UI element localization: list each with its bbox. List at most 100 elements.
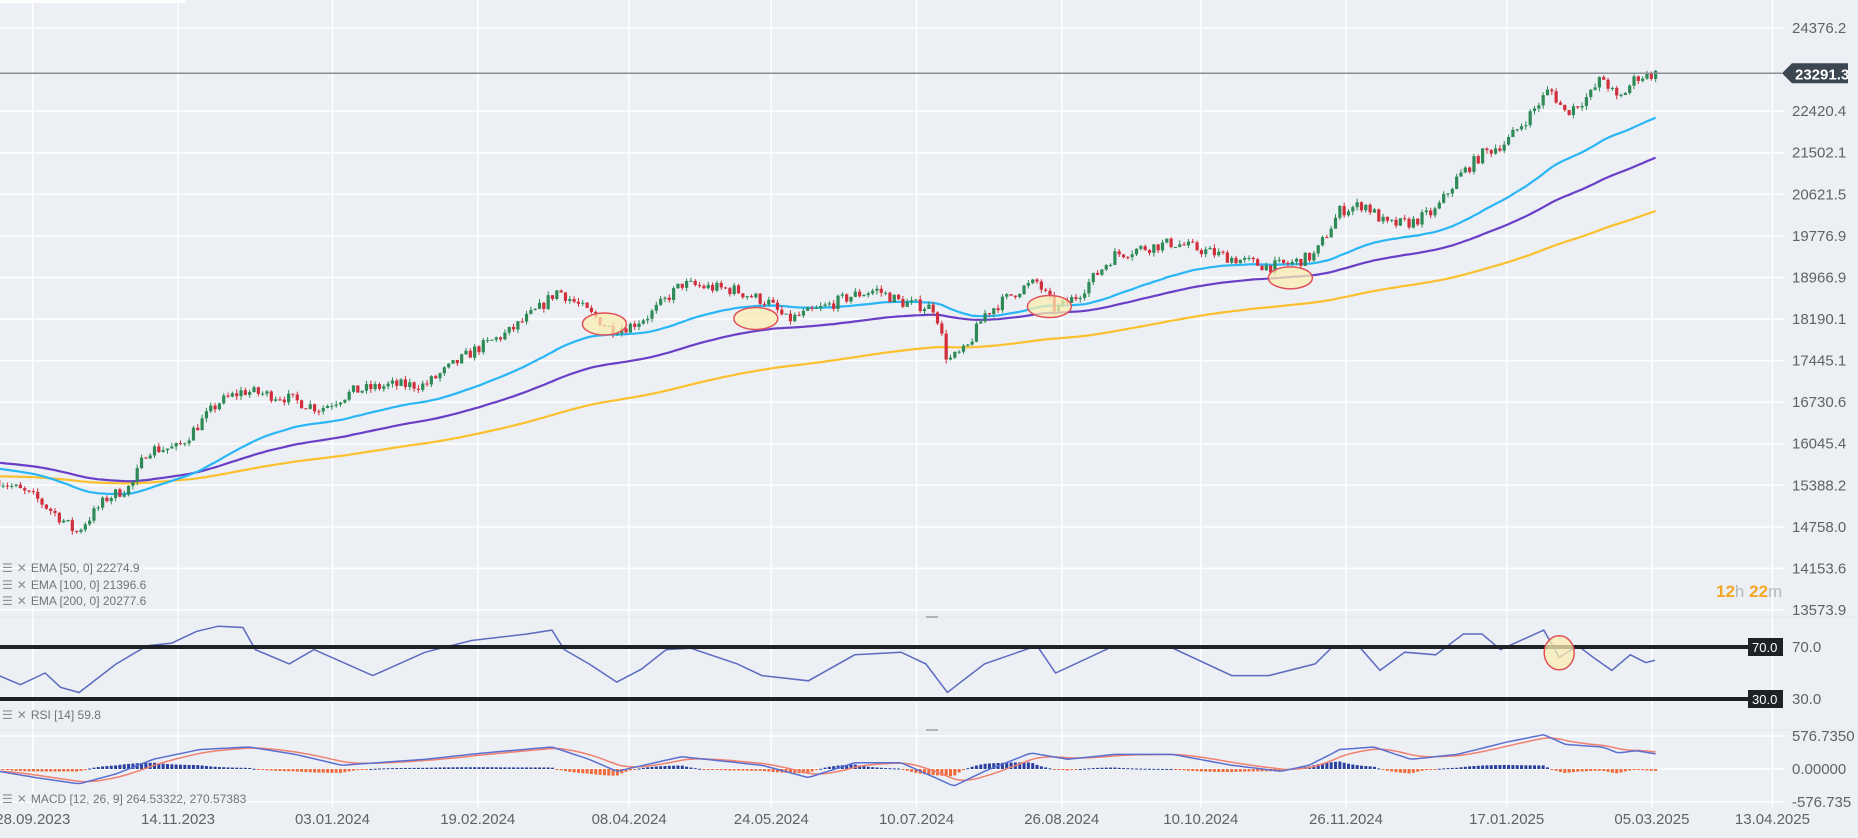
candle-body	[1584, 97, 1589, 107]
candle-body	[1282, 259, 1286, 263]
macd-histogram-bar	[1113, 767, 1117, 769]
macd-histogram-bar	[758, 769, 762, 771]
candle-body	[1407, 218, 1411, 228]
candle-body	[360, 390, 364, 393]
candle-body	[1277, 259, 1281, 261]
candle-body	[1502, 144, 1506, 151]
legend-ema100[interactable]: ☰ ✕ EMA [100, 0] 21396.6	[2, 578, 146, 592]
macd-histogram-bar	[823, 767, 827, 769]
date-axis[interactable]: 28.09.2023 14.11.2023 03.01.2024 19.02.2024…	[0, 811, 1810, 828]
macd-histogram-bar	[165, 764, 169, 769]
candle-body	[589, 307, 594, 312]
macd-histogram-bar	[1558, 769, 1562, 772]
macd-histogram-bar	[131, 763, 135, 769]
close-icon[interactable]: ✕	[16, 578, 28, 592]
macd-histogram-bar	[940, 769, 944, 776]
macd-histogram-bar	[1074, 769, 1078, 770]
macd-histogram-bar	[1636, 769, 1640, 770]
candle-body	[174, 443, 178, 447]
legend-macd[interactable]: ☰ ✕ MACD [12, 26, 9] 264.53322, 270.57383	[2, 792, 246, 806]
close-icon[interactable]: ✕	[16, 561, 28, 575]
macd-histogram-bar	[1342, 762, 1346, 769]
candle-body	[1243, 257, 1247, 260]
legend-rsi[interactable]: ☰ ✕ RSI [14] 59.8	[2, 708, 101, 722]
macd-histogram-bar	[762, 769, 766, 772]
settings-icon[interactable]: ☰	[2, 578, 14, 592]
macd-histogram-bar	[1641, 769, 1645, 771]
date-tick-label: 05.03.2025	[1614, 811, 1689, 828]
candle-body	[300, 400, 304, 409]
candle-body	[261, 393, 265, 395]
candle-body	[961, 345, 966, 352]
macd-histogram-bar	[1515, 765, 1519, 769]
settings-icon[interactable]: ☰	[2, 561, 14, 575]
candle-body	[1645, 72, 1649, 79]
macd-histogram-bar	[827, 766, 831, 769]
macd-histogram-bar	[602, 769, 606, 776]
legend-ema200[interactable]: ☰ ✕ EMA [200, 0] 20277.6	[2, 594, 146, 608]
macd-histogram-bar	[641, 767, 645, 769]
macd-histogram-bar	[451, 767, 455, 769]
macd-histogram-bar	[217, 767, 221, 769]
price-tick-label: 19776.9	[1792, 228, 1846, 245]
candle-body	[75, 531, 79, 533]
candle-body	[10, 485, 14, 487]
macd-histogram-bar	[512, 767, 516, 769]
macd-histogram-bar	[737, 769, 741, 771]
macd-histogram-bar	[624, 769, 628, 772]
candle-body	[1195, 242, 1199, 251]
macd-histogram-bar	[1005, 762, 1009, 769]
macd-histogram-bar	[992, 763, 996, 769]
macd-histogram-bar	[1204, 769, 1208, 772]
macd-histogram-bar	[62, 769, 66, 772]
candle-body	[1234, 257, 1238, 264]
macd-histogram-bar	[594, 769, 598, 775]
candle-body	[49, 508, 53, 511]
macd-histogram-bar	[507, 767, 511, 769]
macd-histogram-bar	[200, 765, 204, 769]
macd-histogram-bar	[88, 768, 92, 770]
macd-histogram-bar	[1433, 769, 1437, 770]
close-icon[interactable]: ✕	[16, 594, 28, 608]
candle-body	[312, 404, 317, 412]
candle-body	[373, 384, 377, 390]
close-icon[interactable]: ✕	[16, 708, 28, 722]
macd-histogram-bar	[961, 769, 965, 771]
macd-histogram-bar	[31, 769, 35, 772]
macd-histogram-bar	[897, 768, 901, 770]
macd-histogram-bar	[1199, 769, 1203, 772]
candle-body	[468, 350, 472, 358]
candle-body	[1623, 93, 1627, 96]
candle-body	[1385, 216, 1390, 221]
macd-histogram-bar	[1316, 764, 1320, 769]
macd-histogram-bar	[698, 768, 702, 770]
candle-body	[1649, 72, 1653, 79]
price-axis[interactable]: 24376.2 22420.4 21502.1 20621.5 19776.9 18966…	[1792, 20, 1846, 619]
macd-histogram-bar	[1338, 761, 1342, 769]
macd-histogram-bar	[1251, 769, 1255, 772]
candle-body	[369, 383, 373, 390]
macd-histogram-bar	[1541, 765, 1545, 769]
macd-histogram-bar	[282, 769, 286, 772]
candle-body	[1446, 193, 1450, 195]
settings-icon[interactable]: ☰	[2, 594, 14, 608]
macd-histogram-bar	[239, 767, 243, 769]
candle-body	[1632, 76, 1636, 86]
macd-histogram-bar	[235, 767, 239, 769]
candle-body	[477, 346, 481, 353]
candle-body	[295, 394, 299, 401]
close-icon[interactable]: ✕	[16, 792, 28, 806]
candle-body	[131, 481, 135, 486]
macd-histogram-bar	[256, 769, 260, 770]
candle-body	[1269, 265, 1273, 273]
candle-body	[1117, 251, 1121, 255]
settings-icon[interactable]: ☰	[2, 792, 14, 806]
candle-body	[14, 484, 18, 486]
candle-body	[559, 290, 563, 293]
legend-ema50[interactable]: ☰ ✕ EMA [50, 0] 22274.9	[2, 561, 140, 575]
settings-icon[interactable]: ☰	[2, 708, 14, 722]
macd-histogram-bar	[1420, 769, 1424, 771]
candle-body	[624, 328, 628, 333]
macd-histogram-bar	[204, 765, 208, 769]
